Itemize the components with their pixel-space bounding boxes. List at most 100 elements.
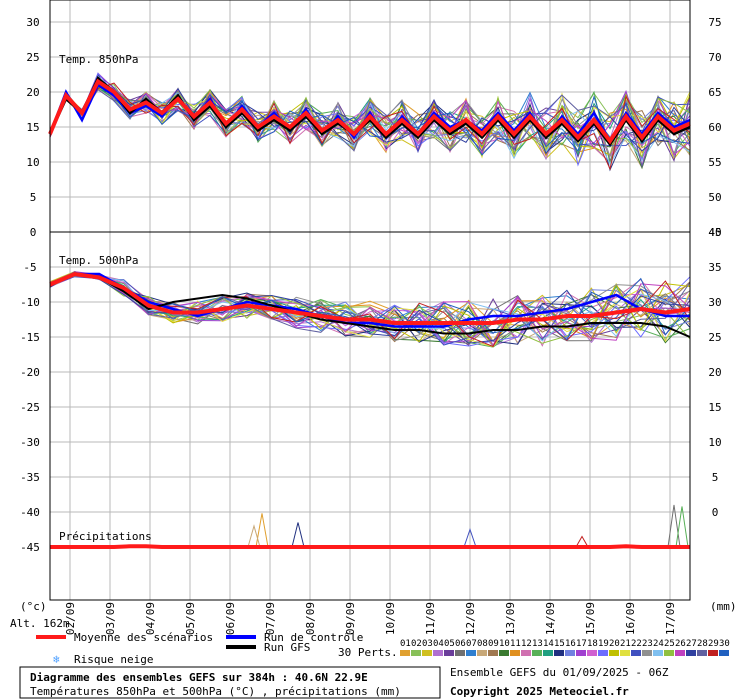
pert-color-swatch	[697, 650, 707, 656]
t850-right-tick-label: 60	[708, 121, 721, 134]
t500-left-tick-label: -10	[20, 296, 40, 309]
pert-color-swatch	[543, 650, 553, 656]
pert-number-label: 29	[708, 639, 719, 649]
pert-color-swatch	[620, 650, 630, 656]
pert-number-label: 05	[444, 639, 455, 649]
pert-number-label: 09	[488, 639, 499, 649]
plot-frame	[49, 0, 691, 601]
date-tick-label: 02/09	[64, 602, 77, 635]
pert-color-swatch	[719, 650, 729, 656]
pert-number-label: 17	[576, 639, 587, 649]
pert-number-label: 03	[422, 639, 433, 649]
pert-number-label: 15	[554, 639, 565, 649]
t500-member-line	[49, 274, 691, 344]
pert-color-swatch	[477, 650, 487, 656]
copyright: Copyright 2025 Meteociel.fr	[450, 685, 629, 698]
pert-number-label: 25	[664, 639, 675, 649]
ensemble-members	[49, 72, 691, 548]
t850-left-tick-label: 15	[26, 121, 39, 134]
legend-snow-label: Risque neige	[74, 653, 153, 666]
pert-color-swatch	[488, 650, 498, 656]
pert-number-label: 16	[565, 639, 576, 649]
date-tick-label: 09/09	[344, 602, 357, 635]
pert-number-label: 20	[609, 639, 620, 649]
date-tick-label: 11/09	[424, 602, 437, 635]
t500-left-tick-label: -35	[20, 471, 40, 484]
pert-color-swatch	[400, 650, 410, 656]
t850-right-tick-label: 65	[708, 86, 721, 99]
pert-color-swatch	[554, 650, 564, 656]
t500-right-tick-label: 25	[708, 331, 721, 344]
pert-number-label: 11	[510, 639, 521, 649]
pert-color-swatch	[686, 650, 696, 656]
pert-number-label: 18	[587, 639, 598, 649]
perturbation-legend: 01 02 03 04 05 06 07 08 09 10 11 12 13 14 15 16 17 18 19 20…	[400, 639, 730, 656]
t500-left-tick-label: -45	[20, 541, 40, 554]
pert-color-swatch	[576, 650, 586, 656]
main-series	[48, 75, 691, 549]
precip-panel-label: Précipitations	[59, 530, 152, 543]
t850-right-tick-label: 50	[708, 191, 721, 204]
pert-number-label: 19	[598, 639, 609, 649]
t500-right-tick-label: 15	[708, 401, 721, 414]
legend-perts-label: 30 Perts.	[338, 646, 398, 659]
t500-right-tick-label: 40	[708, 226, 721, 239]
t500-left-tick-label: -5	[23, 261, 36, 274]
pert-number-label: 01	[400, 639, 411, 649]
pert-color-swatch	[466, 650, 476, 656]
pert-number-label: 30	[719, 639, 730, 649]
pert-number-label: 04	[433, 639, 444, 649]
date-tick-label: 06/09	[224, 602, 237, 635]
date-tick-label: 12/09	[464, 602, 477, 635]
pert-color-swatch	[510, 650, 520, 656]
pert-color-swatch	[455, 650, 465, 656]
pert-color-swatch	[664, 650, 674, 656]
pert-number-label: 13	[532, 639, 543, 649]
t850-left-tick-label: 20	[26, 86, 39, 99]
date-tick-label: 14/09	[544, 602, 557, 635]
pert-color-swatch	[598, 650, 608, 656]
t850-left-tick-label: 25	[26, 51, 39, 64]
t500-right-tick-label: 30	[708, 296, 721, 309]
date-tick-label: 03/09	[104, 602, 117, 635]
pert-number-label: 02	[411, 639, 422, 649]
precip-member-spike	[675, 506, 689, 548]
pert-color-swatch	[499, 650, 509, 656]
precip-member-spike	[291, 522, 305, 548]
t850-right-tick-label: 55	[708, 156, 721, 169]
t500-right-tick-label: 5	[712, 471, 719, 484]
t500-control-line	[49, 272, 690, 328]
pert-number-label: 10	[499, 639, 510, 649]
t500-member-line	[49, 271, 691, 347]
pert-number-label: 22	[631, 639, 642, 649]
t500-right-tick-label: 0	[712, 506, 719, 519]
pert-number-label: 23	[642, 639, 653, 649]
snowflake-icon: ❄	[53, 653, 60, 666]
t850-control-line	[48, 83, 691, 144]
altitude-label: Alt. 162m	[10, 617, 70, 630]
t500-right-tick-label: 35	[708, 261, 721, 274]
pert-number-label: 06	[455, 639, 466, 649]
date-tick-label: 08/09	[304, 602, 317, 635]
pert-color-swatch	[642, 650, 652, 656]
pert-number-label: 14	[543, 639, 554, 649]
pert-color-swatch	[609, 650, 619, 656]
t850-right-tick-label: 70	[708, 51, 721, 64]
precip-member-spike	[247, 524, 261, 548]
precip-mean-line	[50, 544, 690, 549]
pert-color-swatch	[708, 650, 718, 656]
date-tick-label: 15/09	[584, 602, 597, 635]
left-unit-label: (°c)	[20, 600, 47, 613]
precip-member-spike	[255, 513, 269, 548]
t500-mean-line	[49, 271, 691, 325]
t500-left-tick-label: -25	[20, 401, 40, 414]
axis-ticks: 30252015105075706560555045-5-10-15-20-25…	[20, 16, 722, 635]
chart-title: Diagramme des ensembles GEFS sur 384h : …	[30, 671, 368, 684]
t500-member-line	[49, 271, 691, 344]
pert-number-label: 08	[477, 639, 488, 649]
precip-member-spike	[575, 535, 589, 548]
pert-color-swatch	[565, 650, 575, 656]
date-tick-label: 10/09	[384, 602, 397, 635]
pert-number-label: 12	[521, 639, 532, 649]
